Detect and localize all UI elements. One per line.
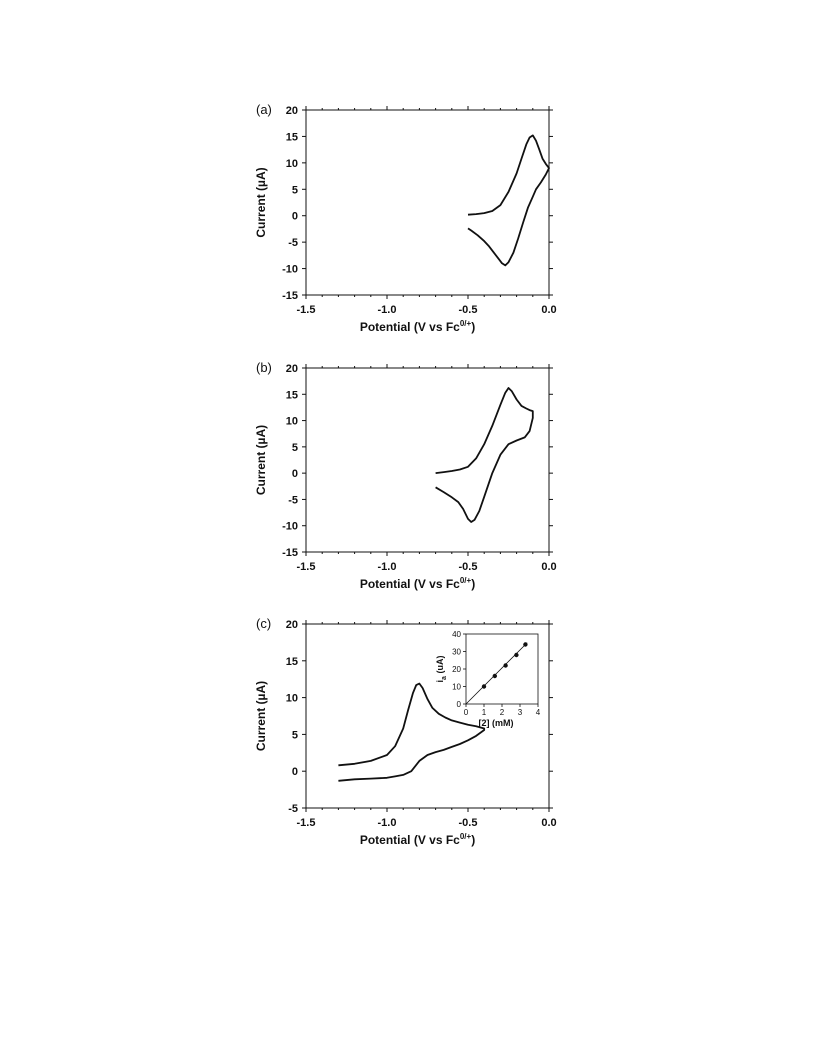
plot-frame — [305, 367, 550, 553]
panel-label: (c) — [256, 616, 271, 631]
x-axis-title-sup: 0/+ — [460, 319, 472, 328]
x-tick-label: -1.0 — [378, 817, 397, 829]
panel-label: (b) — [256, 360, 272, 375]
y-tick-label: -5 — [288, 237, 298, 249]
inset-x-tick-label: 3 — [518, 708, 523, 717]
x-tick-label: -1.5 — [297, 304, 316, 316]
cv-curve — [435, 387, 534, 523]
panel-label: (a) — [256, 102, 272, 117]
y-tick-label: 15 — [286, 131, 298, 143]
x-axis-title-end: ) — [471, 320, 475, 334]
x-tick-label: 0.0 — [541, 304, 556, 316]
x-axis-title-end: ) — [471, 833, 475, 847]
x-axis-title-end: ) — [471, 577, 475, 591]
inset-y-axis-title-end: (uA) — [435, 656, 445, 677]
y-axis-title: Current (µA) — [254, 425, 268, 495]
chart-panel-b: -1.5 -1.0 -0.5 0.0 -15 -10 -5 0 5 10 15 20 Potential… — [254, 360, 557, 591]
cv-curve — [338, 682, 486, 782]
y-tick-label: 15 — [286, 389, 298, 401]
y-tick-label: 10 — [286, 158, 298, 170]
inset-y-tick-label: 40 — [452, 630, 461, 639]
y-tick-label: -10 — [282, 521, 298, 533]
x-tick-label: -0.5 — [459, 561, 478, 573]
x-axis-title-main: Potential (V vs Fc — [360, 833, 460, 847]
y-tick-label: -5 — [288, 494, 298, 506]
inset-y-axis-title-main: i — [435, 680, 445, 683]
x-tick-label: 0.0 — [541, 561, 556, 573]
x-axis-title-sup: 0/+ — [460, 576, 472, 585]
y-tick-label: 10 — [286, 693, 298, 705]
y-tick-label: 0 — [292, 766, 298, 778]
y-tick-label: 0 — [292, 468, 298, 480]
cv-curve — [467, 134, 550, 267]
y-tick-label: 5 — [292, 184, 298, 196]
inset-y-axis-title-sub: a — [441, 676, 448, 680]
y-tick-label: -15 — [282, 547, 298, 559]
x-axis-title: Potential (V vs Fc0/+) — [360, 832, 475, 847]
plot-frame — [305, 109, 550, 296]
x-tick-label: 0.0 — [541, 817, 556, 829]
y-tick-label: 20 — [286, 619, 298, 631]
x-tick-label: -0.5 — [459, 817, 478, 829]
y-tick-label: -15 — [282, 290, 298, 302]
inset-x-axis-title: [2] (mM) — [479, 718, 514, 728]
y-tick-label: 5 — [292, 442, 298, 454]
chart-panel-a: -1.5 -1.0 -0.5 0.0 -15 -10 -5 0 5 10 15 20 Potential… — [254, 102, 557, 334]
y-tick-label: -10 — [282, 264, 298, 276]
inset-data-point — [503, 663, 508, 668]
inset-x-tick-label: 0 — [464, 708, 469, 717]
y-axis-title: Current (µA) — [254, 681, 268, 751]
x-tick-label: -1.0 — [378, 561, 397, 573]
y-tick-label: 10 — [286, 416, 298, 428]
x-axis-title-main: Potential (V vs Fc — [360, 577, 460, 591]
x-tick-label: -0.5 — [459, 304, 478, 316]
inset-data-point — [492, 673, 497, 679]
y-axis-title: Current (µA) — [254, 167, 268, 237]
inset-y-tick-label: 20 — [452, 665, 461, 674]
plot-frame — [305, 623, 550, 809]
x-tick-label: -1.5 — [297, 561, 316, 573]
x-axis-title: Potential (V vs Fc0/+) — [360, 576, 475, 591]
x-axis-title-sup: 0/+ — [460, 832, 472, 841]
y-tick-label: 15 — [286, 656, 298, 668]
inset-y-axis-title: ia (uA) — [435, 656, 448, 683]
inset-data-point — [481, 684, 487, 689]
y-tick-label: -5 — [288, 803, 298, 815]
y-tick-label: 5 — [292, 729, 298, 741]
y-tick-label: 0 — [292, 211, 298, 223]
inset-x-tick-label: 1 — [482, 708, 487, 717]
inset-y-tick-label: 0 — [457, 700, 462, 709]
inset-y-tick-label: 10 — [452, 683, 461, 692]
x-tick-label: -1.0 — [378, 304, 397, 316]
x-axis-title-main: Potential (V vs Fc — [360, 320, 460, 334]
y-tick-label: 20 — [286, 363, 298, 375]
inset-data-point — [523, 642, 528, 647]
inset-x-tick-label: 4 — [536, 708, 541, 717]
y-tick-label: 20 — [286, 105, 298, 117]
x-tick-label: -1.5 — [297, 817, 316, 829]
x-axis-title: Potential (V vs Fc0/+) — [360, 319, 475, 334]
inset-x-tick-label: 2 — [500, 708, 505, 717]
inset-data-point — [514, 652, 519, 658]
inset-y-tick-label: 30 — [452, 648, 461, 657]
